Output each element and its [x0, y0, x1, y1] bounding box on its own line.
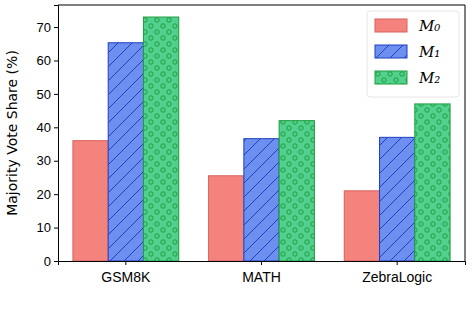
- x-tick-label: ZebraLogic: [362, 269, 432, 285]
- y-tick-mark: [54, 261, 58, 262]
- frame-top: [58, 5, 465, 6]
- x-tick: ZebraLogic: [362, 261, 432, 285]
- legend-label: M₀: [418, 17, 440, 35]
- plot: 0 10 20 30 40 50 60 70 GSM8K MATH ZebraLogic M₀ M₁ M₂: [37, 5, 466, 285]
- y-tick-label: 20: [37, 187, 51, 202]
- y-tick-label: 50: [37, 87, 51, 102]
- y-axis-title: Majority Vote Share (%): [4, 50, 20, 216]
- y-tick-mark: [54, 127, 58, 128]
- x-tick-mark: [125, 261, 126, 265]
- x-tick-label: GSM8K: [101, 269, 151, 285]
- bar: [415, 104, 450, 261]
- y-tick-label: 0: [44, 254, 51, 269]
- y-tick: 60: [37, 53, 58, 68]
- x-tick: MATH: [242, 261, 281, 285]
- y-tick: 20: [37, 187, 58, 202]
- legend-swatch: [375, 71, 407, 84]
- bar: [209, 176, 244, 261]
- y-tick-mark: [54, 94, 58, 95]
- bar: [143, 17, 178, 261]
- y-tick: 70: [37, 20, 58, 35]
- y-tick-label: 30: [37, 153, 51, 168]
- y-tick-mark: [54, 228, 58, 229]
- y-tick-label: 60: [37, 53, 51, 68]
- y-tick-label: 10: [37, 220, 51, 235]
- bar: [279, 121, 314, 261]
- bar: [108, 43, 143, 261]
- legend-label: M₂: [418, 69, 440, 87]
- y-tick: 10: [37, 220, 58, 235]
- y-tick-mark: [54, 194, 58, 195]
- bars: [73, 17, 450, 261]
- bar: [344, 191, 379, 261]
- bar: [380, 137, 415, 261]
- x-tick-mark: [397, 261, 398, 265]
- y-axis-line: [54, 6, 59, 262]
- legend-label: M₁: [418, 43, 440, 61]
- legend: M₀ M₁ M₂: [367, 11, 459, 97]
- chart: 0 10 20 30 40 50 60 70 GSM8K MATH ZebraLogic M₀ M₁ M₂…: [0, 0, 472, 318]
- x-tick-mark: [261, 261, 262, 265]
- y-tick: 40: [37, 120, 58, 135]
- x-axis: GSM8K MATH ZebraLogic: [59, 261, 466, 285]
- y-tick-mark: [54, 27, 58, 28]
- legend-item: M₀: [375, 17, 440, 35]
- x-tick: GSM8K: [101, 261, 151, 285]
- legend-swatch: [375, 45, 407, 58]
- y-tick: 50: [37, 87, 58, 102]
- bar-series: [143, 17, 450, 261]
- y-tick-mark: [54, 161, 58, 162]
- y-axis: 0 10 20 30 40 50 60 70: [37, 6, 59, 269]
- legend-frame: [367, 11, 459, 97]
- y-tick: 30: [37, 153, 58, 168]
- y-tick-label: 70: [37, 20, 51, 35]
- bar: [73, 141, 108, 261]
- bar: [244, 139, 279, 261]
- x-tick-label: MATH: [242, 269, 281, 285]
- y-tick-mark: [54, 60, 58, 61]
- legend-item: M₂: [375, 69, 440, 87]
- y-tick-label: 40: [37, 120, 51, 135]
- frame-right: [465, 5, 466, 261]
- x-axis-line: [59, 262, 466, 266]
- legend-item: M₁: [375, 43, 440, 61]
- legend-swatch: [375, 19, 407, 32]
- y-tick: 0: [44, 254, 58, 269]
